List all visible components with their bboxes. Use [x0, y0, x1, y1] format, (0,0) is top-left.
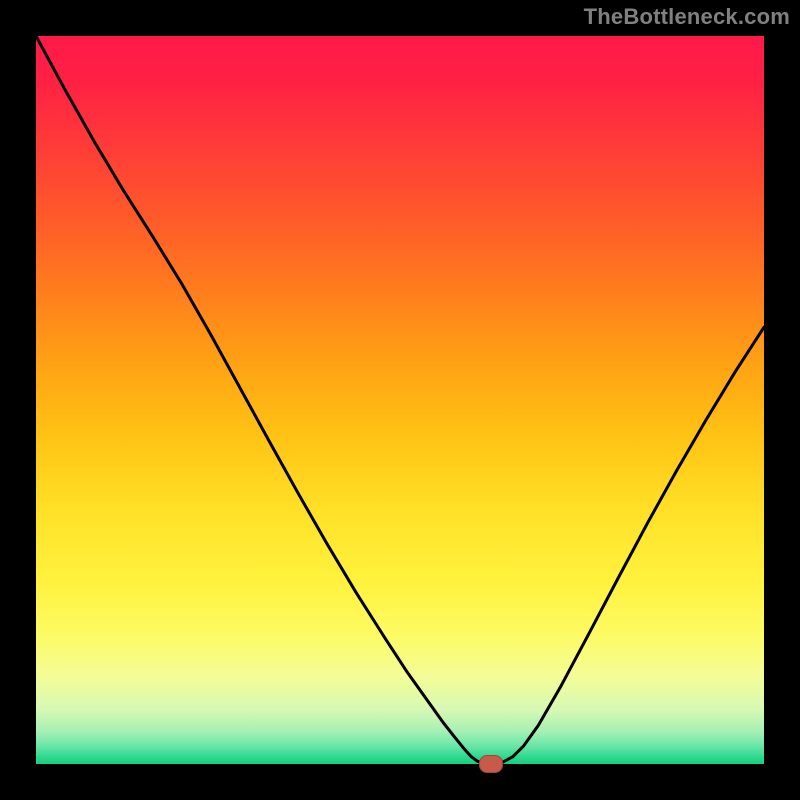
- plot-area: [36, 36, 764, 764]
- outer-frame: TheBottleneck.com: [0, 0, 800, 800]
- minimum-marker: [479, 755, 503, 773]
- chart-svg: [36, 36, 764, 764]
- watermark-text: TheBottleneck.com: [584, 4, 790, 30]
- gradient-background: [36, 36, 764, 764]
